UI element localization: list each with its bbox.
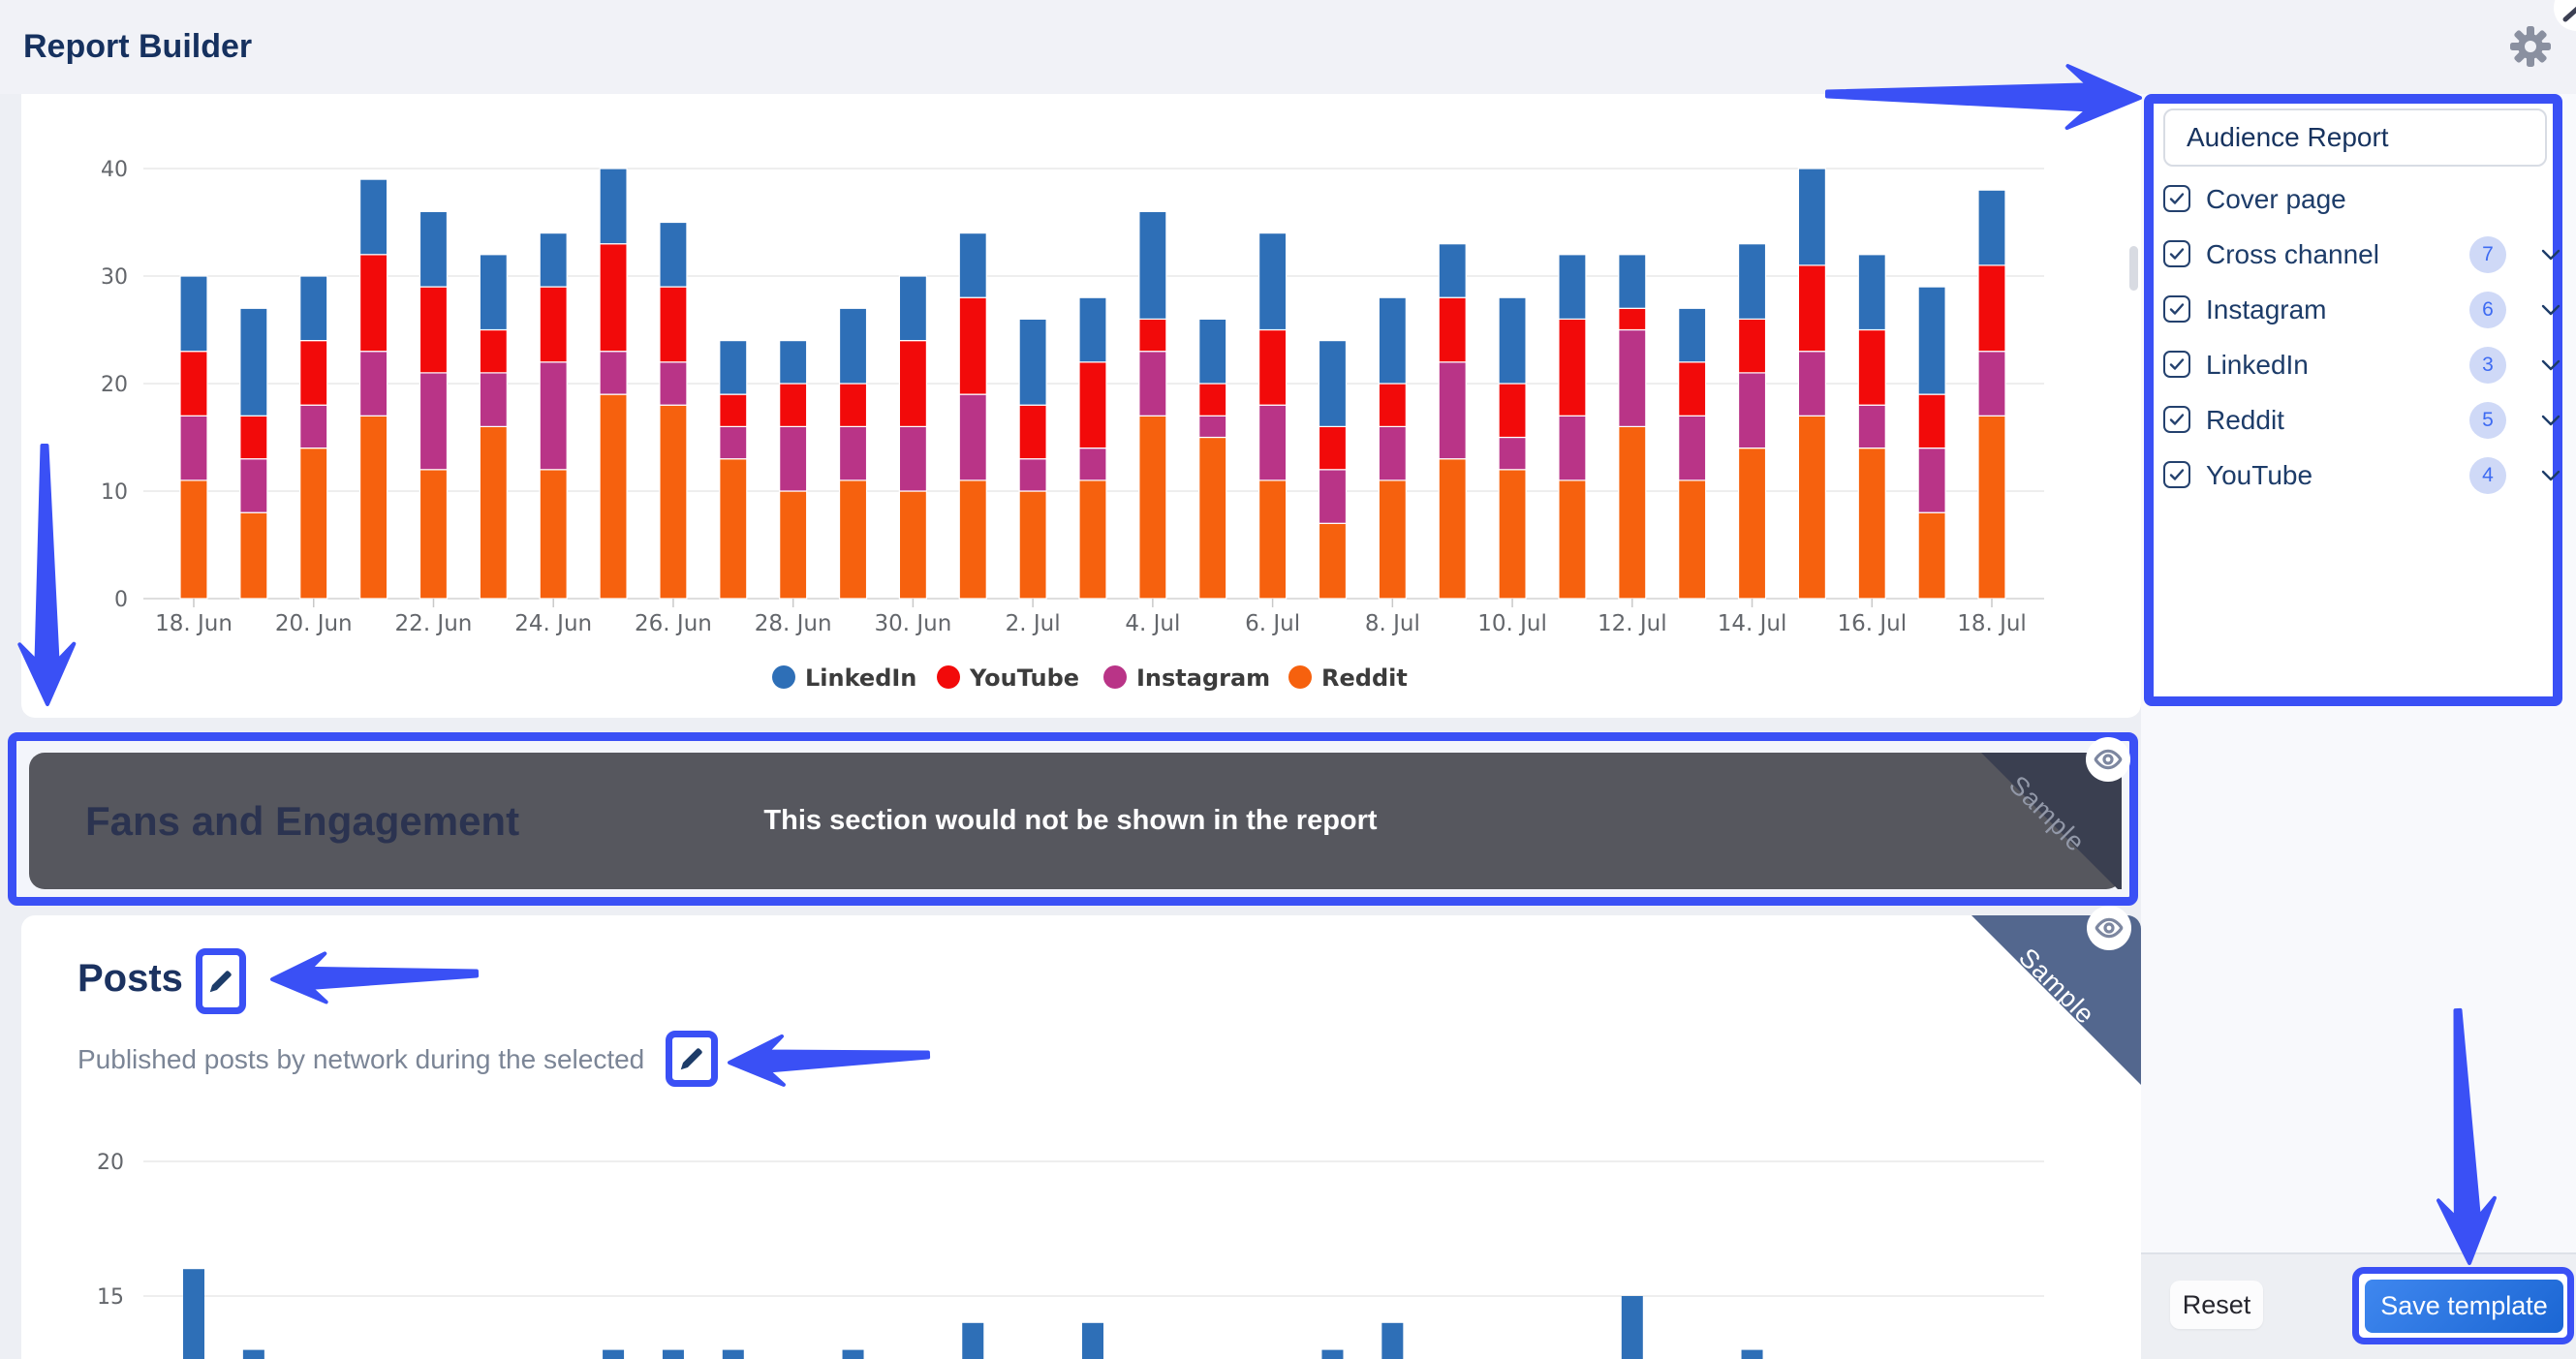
section-count-badge: 5 [2469,402,2506,439]
audience-report-panel [2144,94,2562,706]
fans-section-disabled-panel[interactable] [29,753,2122,889]
section-label: LinkedIn [2206,350,2309,380]
cross-channel-chart-card [21,94,2141,718]
edit-description-button[interactable] [666,1031,718,1087]
section-row-cover-page[interactable]: Cover page [2163,178,2551,221]
report-name-input[interactable]: Audience Report [2163,108,2547,167]
edit-title-button[interactable] [196,948,246,1014]
reset-button[interactable]: Reset [2170,1281,2263,1329]
posts-section-description: Published posts by network during the se… [78,1044,645,1074]
section-row-instagram[interactable]: Instagram 6 [2163,289,2560,331]
fans-section-title: Fans and Engagement [85,798,520,844]
corner-button[interactable] [2554,0,2576,31]
checkbox-checked-icon[interactable] [2163,406,2190,433]
pencil-icon [680,1048,702,1070]
settings-gear-icon[interactable] [2507,23,2554,70]
section-row-linkedin[interactable]: LinkedIn 3 [2163,344,2560,386]
app-header [0,0,2576,94]
section-count-badge: 3 [2469,347,2506,384]
chevron-down-icon[interactable] [2537,409,2564,437]
checkbox-checked-icon[interactable] [2163,351,2190,378]
section-label: Cross channel [2206,239,2379,269]
section-label: Reddit [2206,405,2284,435]
section-count-badge: 6 [2469,292,2506,328]
checkbox-checked-icon[interactable] [2163,240,2190,267]
section-count-badge: 4 [2469,457,2506,494]
page-title: Report Builder [23,28,253,65]
section-row-youtube[interactable]: YouTube 4 [2163,454,2560,497]
chevron-down-icon[interactable] [2537,354,2564,382]
checkbox-checked-icon[interactable] [2163,295,2190,323]
chevron-down-icon[interactable] [2537,298,2564,326]
checkbox-checked-icon[interactable] [2163,461,2190,488]
fans-section-overlay-message: This section would not be shown in the r… [763,805,1378,836]
fans-visibility-eye-icon[interactable] [2086,737,2130,782]
posts-section-card [21,915,2141,1359]
scrollbar-thumb[interactable] [2129,246,2138,291]
posts-visibility-eye-icon[interactable] [2087,906,2131,950]
posts-section-title: Posts [78,957,183,1000]
checkbox-checked-icon[interactable] [2163,185,2190,212]
section-label: Cover page [2206,184,2346,214]
section-row-reddit[interactable]: Reddit 5 [2163,399,2560,442]
section-count-badge: 7 [2469,236,2506,273]
chevron-down-icon[interactable] [2537,243,2564,271]
section-row-cross-channel[interactable]: Cross channel 7 [2163,233,2560,276]
pencil-icon [209,971,232,993]
section-label: Instagram [2206,294,2327,324]
save-template-button[interactable]: Save template [2365,1280,2563,1333]
chevron-down-icon[interactable] [2537,464,2564,492]
section-label: YouTube [2206,460,2313,490]
